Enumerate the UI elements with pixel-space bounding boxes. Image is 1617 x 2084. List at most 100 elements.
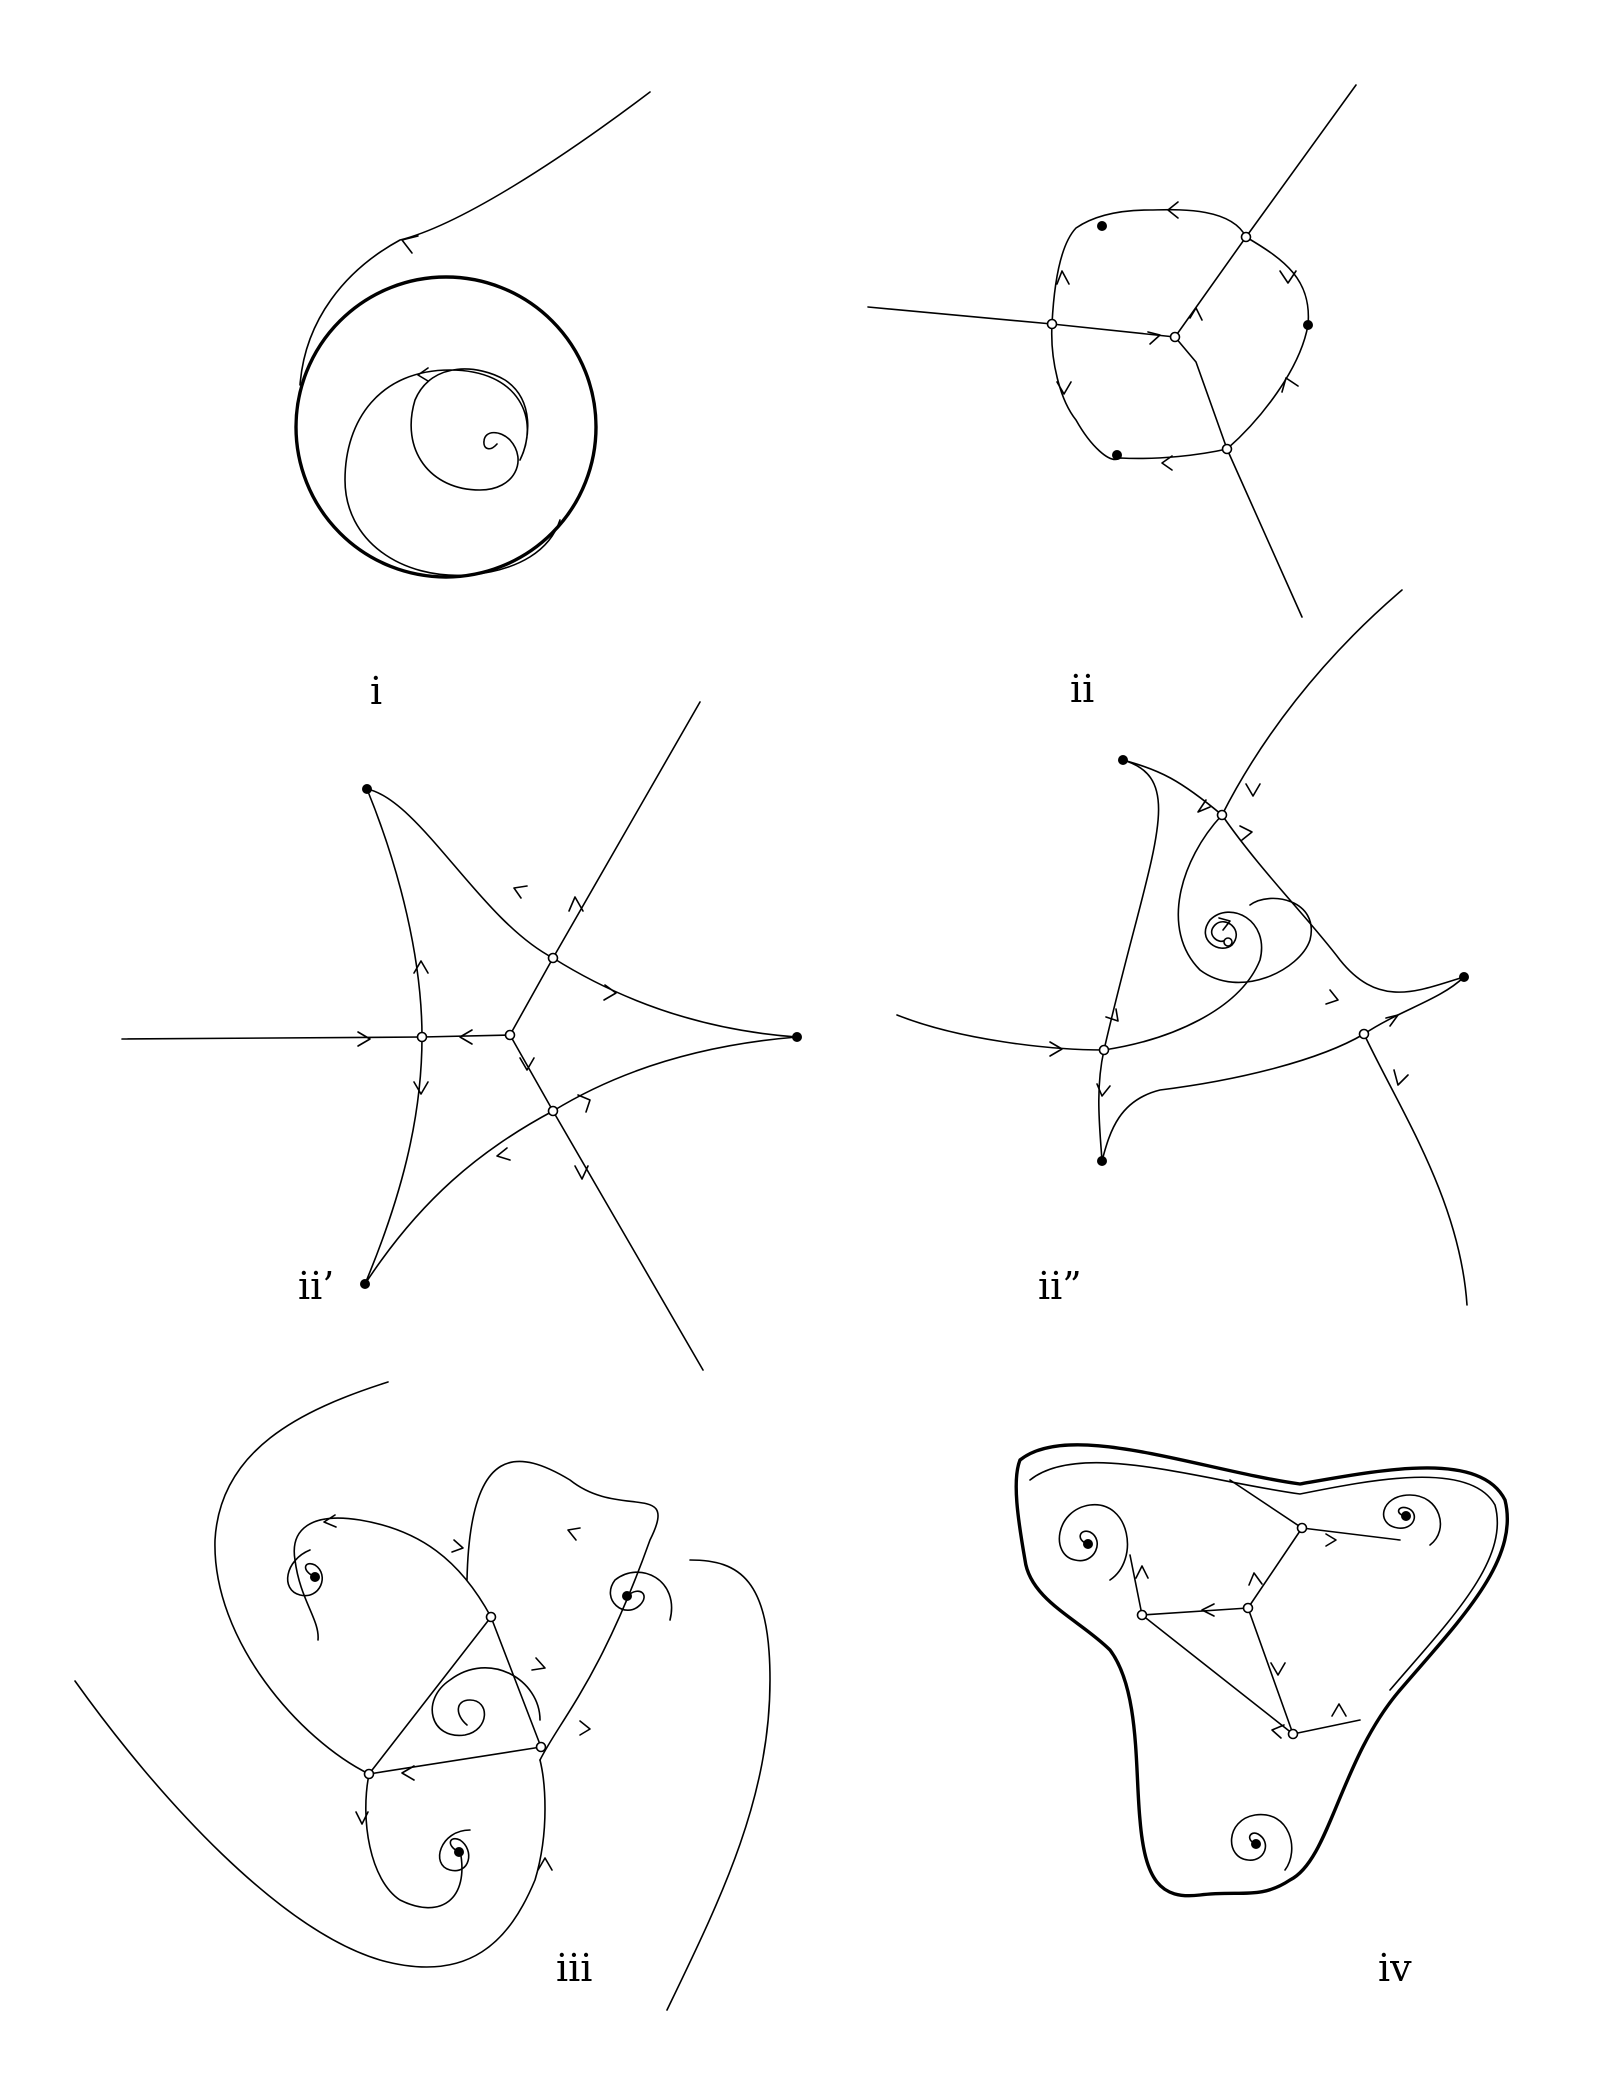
arrow — [355, 1811, 369, 1825]
saddle-point — [485, 1611, 497, 1623]
arrow-ii-inner-up — [1189, 307, 1203, 321]
arrow — [579, 1720, 591, 1736]
cusp-bottom — [1101, 976, 1465, 1162]
saddle-point — [1221, 443, 1233, 455]
panel-ii-prime-diagram — [121, 701, 802, 1371]
panel-label-i: i — [370, 669, 383, 713]
panel-label-ii: ii — [1070, 667, 1095, 711]
outer-trajectory-bottom — [74, 1680, 546, 1968]
panel-label-iii: iii — [556, 1946, 593, 1990]
saddle-point — [1287, 1728, 1299, 1740]
cusp-top — [1122, 759, 1465, 993]
arrow-spiral — [417, 367, 429, 382]
spiral-top-left — [286, 1549, 324, 1597]
equilibrium-point — [360, 1279, 370, 1289]
separatrix-top — [1221, 589, 1403, 816]
cycle-loop — [1050, 208, 1310, 461]
arrow — [1105, 1008, 1119, 1022]
separatrix-up-right — [1174, 84, 1357, 338]
arrow — [1096, 1083, 1111, 1097]
arrow-ii-right-bottom — [1281, 377, 1299, 393]
arrow — [1201, 1603, 1215, 1617]
arrow — [1049, 1041, 1063, 1057]
arrow — [459, 1029, 473, 1045]
saddle-point — [1240, 231, 1252, 243]
arrow-ii-right-top — [1279, 270, 1297, 284]
spiral-right — [1382, 1494, 1442, 1546]
panel-label-ii-double-prime: ii” — [1038, 1264, 1082, 1308]
arrow-ii-inner-left — [1147, 331, 1161, 345]
arrow-incoming — [401, 235, 419, 254]
arrow-ii-top — [1167, 201, 1179, 219]
equilibrium-point — [1303, 320, 1313, 330]
spiral-top-right — [609, 1571, 673, 1621]
arrow — [1197, 799, 1211, 813]
outer-limit-cycle — [1014, 1443, 1509, 1898]
panel-ii-diagram — [867, 84, 1357, 618]
arrow — [577, 1094, 591, 1113]
arrow — [519, 1057, 535, 1071]
panel-label-ii-prime: ii’ — [298, 1264, 335, 1308]
saddle-point — [547, 952, 559, 964]
central-equilibrium — [1169, 331, 1181, 343]
arrow — [1385, 1014, 1399, 1027]
saddle-point — [535, 1741, 547, 1753]
inner-loop-top — [293, 1517, 492, 1641]
arrow — [401, 1765, 415, 1781]
saddle-point — [416, 1031, 428, 1043]
central-equilibrium — [1242, 1602, 1254, 1614]
spiral-from-top — [1177, 814, 1313, 984]
arrow — [567, 1527, 581, 1541]
equilibrium-point — [310, 1572, 320, 1582]
arrow — [1393, 1069, 1409, 1086]
saddle-point — [1098, 1044, 1110, 1056]
saddle-point — [1046, 318, 1058, 330]
arrow — [603, 984, 617, 1001]
saddle-point — [363, 1768, 375, 1780]
panel-label-iv: iv — [1378, 1946, 1412, 1990]
arrow — [357, 1031, 371, 1047]
arrow — [1270, 1662, 1286, 1676]
arrow — [1325, 1533, 1337, 1547]
separatrix-left — [867, 306, 1176, 338]
separatrix-link — [368, 1616, 542, 1775]
equilibrium-point — [792, 1032, 802, 1042]
arrow — [413, 1081, 429, 1095]
equilibrium-point — [622, 1591, 632, 1601]
arrow — [413, 960, 429, 974]
separatrix-network — [1129, 1479, 1401, 1735]
separatrix-left — [896, 1014, 1105, 1051]
arrow — [1331, 1703, 1347, 1717]
arrow-ii-left-bottom — [1056, 381, 1072, 395]
spiral-bottom — [1230, 1813, 1293, 1871]
incoming-trajectory — [299, 91, 651, 386]
equilibrium-point — [454, 1847, 464, 1857]
panel-iv-diagram — [1014, 1443, 1509, 1898]
separatrix-left — [121, 1034, 511, 1040]
separatrix-down-right — [1174, 336, 1303, 618]
arrow — [537, 1857, 553, 1871]
saddle-point — [547, 1105, 559, 1117]
arrow-ii-left-top — [1056, 270, 1070, 285]
outer-trajectory-right — [466, 1460, 771, 2011]
saddle-point — [1136, 1609, 1148, 1621]
spiral-left — [1058, 1504, 1129, 1581]
spiral-bottom — [438, 1829, 471, 1872]
equilibrium-point — [1459, 972, 1469, 982]
arrow — [496, 1147, 511, 1161]
saddle-point — [1216, 809, 1228, 821]
central-equilibrium — [504, 1029, 516, 1041]
inner-loop-bottom-left — [365, 1773, 463, 1909]
arrow — [451, 1539, 464, 1553]
arrow — [1271, 1724, 1285, 1739]
equilibrium-point — [1118, 755, 1128, 765]
equilibrium-point — [1083, 1539, 1093, 1549]
cusp-left — [1098, 759, 1160, 1162]
equilibrium-point — [1112, 450, 1122, 460]
arrow — [568, 896, 584, 912]
outer-trajectory-left — [214, 1381, 389, 1775]
arrow — [513, 885, 528, 899]
saddle-point — [1296, 1522, 1308, 1534]
arrow — [323, 1514, 337, 1528]
arrow — [1325, 989, 1339, 1005]
